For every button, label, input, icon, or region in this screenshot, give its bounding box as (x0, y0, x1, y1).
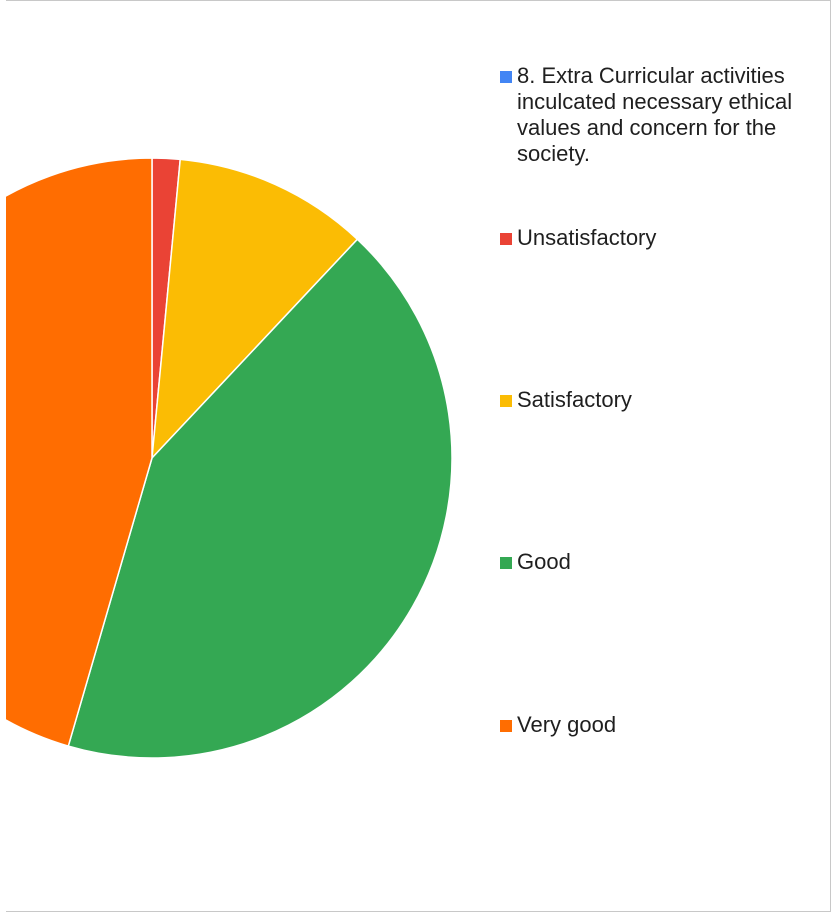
legend-item-series: 8. Extra Curricular activities inculcate… (500, 63, 820, 167)
pie-slice-satisfactory (151, 158, 359, 461)
legend-swatch-unsatisfactory (500, 233, 512, 245)
legend-label-unsatisfactory: Unsatisfactory (517, 225, 657, 250)
legend-item-good: Good (500, 549, 571, 575)
legend-swatch-series (500, 71, 512, 83)
legend-label-very-good: Very good (517, 712, 617, 737)
legend-item-unsatisfactory: Unsatisfactory (500, 225, 656, 251)
chart-frame: 8. Extra Curricular activities inculcate… (6, 0, 831, 912)
legend-label-satisfactory: Satisfactory (517, 387, 632, 412)
pie-slices (6, 157, 453, 759)
pie-chart (6, 157, 453, 759)
legend-label-series: 8. Extra Curricular activities inculcate… (517, 63, 793, 166)
pie-slice-very-good (6, 157, 153, 748)
legend-item-very-good: Very good (500, 712, 616, 738)
legend-swatch-very-good (500, 720, 512, 732)
legend-item-satisfactory: Satisfactory (500, 387, 632, 413)
legend-swatch-satisfactory (500, 395, 512, 407)
legend-swatch-good (500, 557, 512, 569)
pie-slice-good (67, 238, 453, 759)
legend-label-good: Good (517, 549, 571, 574)
